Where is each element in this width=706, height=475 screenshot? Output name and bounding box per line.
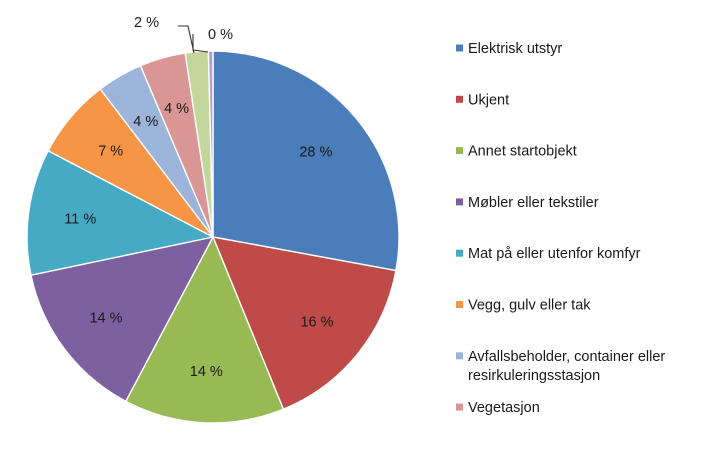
leader-line-2 bbox=[192, 34, 209, 53]
legend-swatch-1 bbox=[456, 44, 463, 52]
data-label-9: 2 % bbox=[134, 15, 159, 31]
legend-swatch-5 bbox=[456, 249, 463, 257]
legend-label-1: Elektrisk utstyr bbox=[468, 41, 562, 57]
pie-slice-2 bbox=[212, 236, 397, 410]
legend-label-2: Ukjent bbox=[468, 92, 509, 108]
leader-line-1 bbox=[178, 25, 195, 54]
legend-label-8: Vegetasjon bbox=[468, 400, 540, 416]
data-label-2: 16 % bbox=[300, 314, 333, 330]
legend-label-5: Mat på eller utenfor komfyr bbox=[468, 246, 641, 262]
pie-slice-1 bbox=[212, 50, 400, 272]
pie-slices bbox=[26, 50, 400, 424]
legend-label-7: Avfallsbeholder, container eller resirkul… bbox=[468, 349, 665, 384]
legend-label-4: Møbler eller tekstiler bbox=[468, 195, 599, 211]
data-label-1: 28 % bbox=[299, 144, 332, 160]
legend-swatch-7 bbox=[456, 352, 463, 360]
legend: Elektrisk utstyr Ukjent Annet startobjekt M… bbox=[456, 41, 665, 416]
legend-swatch-3 bbox=[456, 147, 463, 155]
pie-slice-4 bbox=[30, 236, 214, 402]
legend-swatch-4 bbox=[456, 198, 463, 206]
leader-lines bbox=[178, 25, 209, 54]
data-label-5: 11 % bbox=[64, 212, 96, 228]
data-labels: 28 % 16 % 14 % 14 % 11 % 7 % 4 % 4 % 2 % 0 % bbox=[64, 15, 333, 380]
legend-swatch-2 bbox=[456, 95, 463, 103]
legend-label-3: Annet startobjekt bbox=[468, 144, 577, 160]
data-label-8: 4 % bbox=[164, 101, 189, 117]
data-label-7: 4 % bbox=[133, 114, 158, 130]
legend-label-6: Vegg, gulv eller tak bbox=[468, 298, 591, 314]
pie-slice-5 bbox=[26, 150, 214, 276]
legend-swatch-6 bbox=[456, 301, 463, 308]
data-label-3: 14 % bbox=[190, 364, 223, 380]
pie-slice-10 bbox=[207, 50, 214, 238]
data-label-10: 0 % bbox=[208, 27, 233, 43]
data-label-6: 7 % bbox=[98, 144, 123, 160]
data-label-4: 14 % bbox=[89, 311, 122, 327]
pie-slice-3 bbox=[125, 236, 285, 424]
legend-swatch-8 bbox=[456, 403, 463, 411]
